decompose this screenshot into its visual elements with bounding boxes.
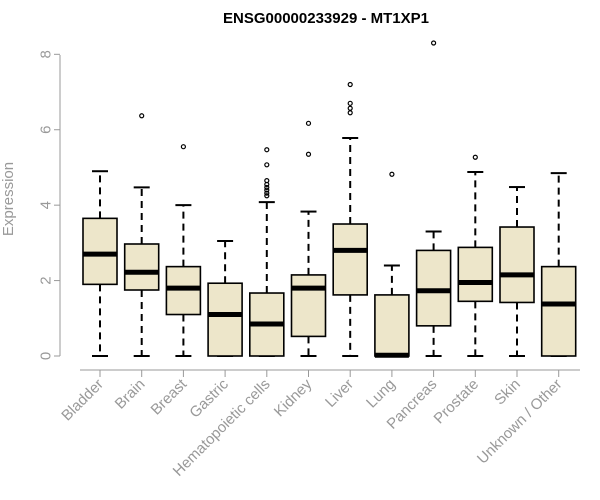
outlier-point [431,40,437,46]
iqr-box [123,243,160,291]
outlier-point [264,178,270,184]
y-tick-label: 8 [38,50,55,58]
outlier-point [264,193,270,199]
iqr-box [457,246,494,303]
box-pancreas [415,40,452,357]
y-axis-ticks: 0 2 4 6 8 [38,50,60,360]
iqr-box [374,294,410,357]
iqr-box [499,226,535,304]
x-tick-label: Prostate [431,376,483,428]
box-breast [165,144,202,357]
y-tick-label: 4 [38,201,55,209]
iqr-box [540,265,577,357]
outlier-point [347,110,353,116]
x-tick-label: Brain [112,376,149,413]
box-gastric [207,239,243,357]
outlier-point [264,184,270,191]
box-liver [332,81,369,357]
box-brain [123,113,160,357]
outlier-point [139,113,145,119]
outlier-point [264,190,270,196]
x-tick-label: Lung [363,376,399,412]
iqr-box [415,249,452,327]
box-bladder [82,170,118,357]
outlier-point [347,100,353,106]
x-tick-label: Skin [491,376,524,409]
y-tick-label: 2 [38,276,55,284]
box-series [82,40,577,358]
y-tick-label: 0 [38,352,55,360]
box-lung [374,171,410,358]
iqr-box [290,274,327,338]
chart-title: ENSG00000233929 - MT1XP1 [223,10,429,27]
outlier-point [472,154,478,160]
outlier-point [347,81,353,88]
x-tick-label: Breast [148,375,191,418]
outlier-point [264,147,270,153]
outlier-point [305,151,312,157]
outlier-point [180,144,186,150]
x-tick-label: Liver [322,376,357,411]
outlier-point [305,120,312,126]
box-hematopoietic-cells [249,147,285,357]
iqr-box [82,217,118,286]
box-unknown-other [540,172,577,357]
x-tick-label: Kidney [271,375,316,420]
outlier-point [264,162,270,168]
iqr-box [332,223,369,296]
outlier-point [347,105,353,111]
y-tick-label: 6 [38,126,55,134]
box-prostate [457,154,494,357]
iqr-box [207,282,243,357]
box-skin [499,186,535,357]
box-kidney [290,120,327,357]
y-axis-label: Expression [0,162,17,236]
outlier-point [264,187,270,193]
outlier-point [389,171,395,177]
x-tick-label: Bladder [58,376,107,425]
